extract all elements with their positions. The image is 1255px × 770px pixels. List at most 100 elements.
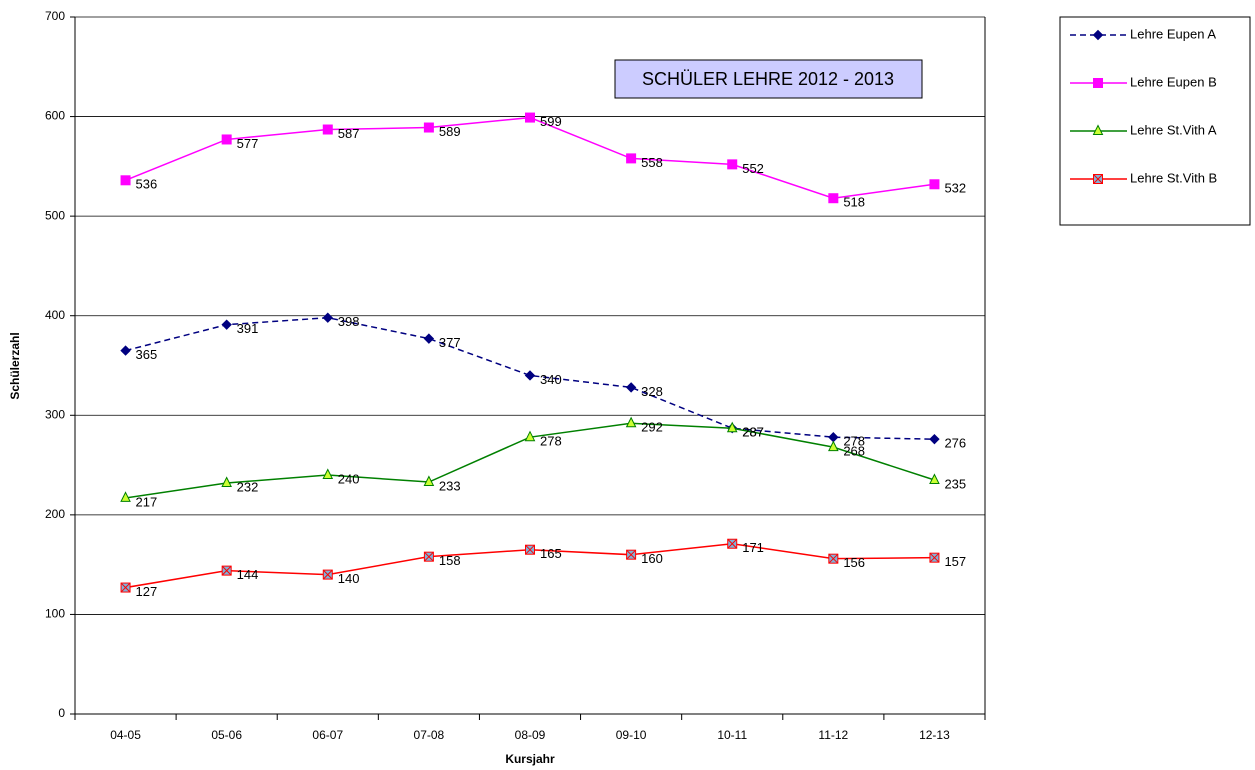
data-label: 599: [540, 114, 562, 129]
x-tick-label: 04-05: [110, 728, 141, 742]
data-label: 328: [641, 384, 663, 399]
data-point: [828, 440, 839, 452]
data-label: 377: [439, 335, 461, 350]
x-tick-label: 08-09: [515, 728, 546, 742]
x-tick-label: 09-10: [616, 728, 647, 742]
data-label: 398: [338, 314, 360, 329]
data-label: 278: [843, 434, 865, 449]
data-label: 158: [439, 553, 461, 568]
data-point: [322, 312, 333, 323]
data-label: 276: [944, 436, 966, 451]
data-point: [524, 370, 536, 381]
legend-label: Lehre Eupen B: [1130, 74, 1217, 89]
data-label: 365: [136, 347, 158, 362]
data-point: [626, 153, 637, 164]
data-point: [423, 122, 434, 133]
data-point: [525, 544, 535, 555]
y-tick-label: 200: [45, 507, 65, 521]
y-tick-label: 0: [58, 706, 65, 720]
legend-marker: [1093, 78, 1103, 88]
data-point: [524, 430, 536, 442]
legend-label: Lehre St.Vith A: [1130, 122, 1217, 137]
data-point: [726, 421, 738, 433]
title-box: [614, 59, 923, 99]
data-point: [423, 551, 434, 562]
marker-part: [929, 552, 940, 563]
y-axis-label: Schülerzahl: [8, 332, 22, 399]
marker-part: [221, 565, 232, 576]
data-label: 127: [136, 584, 158, 599]
data-point: [727, 538, 738, 549]
y-tick-label: 400: [45, 308, 65, 322]
legend-box: [1059, 16, 1251, 226]
x-tick-label: 06-07: [312, 728, 343, 742]
data-label: 292: [641, 420, 663, 435]
data-label: 391: [237, 321, 259, 336]
data-point: [727, 159, 738, 170]
data-point: [929, 552, 940, 563]
y-tick-label: 500: [45, 208, 65, 222]
data-point: [322, 569, 333, 580]
data-point: [525, 112, 535, 123]
data-label: 589: [439, 124, 461, 139]
legend-marker: [1092, 124, 1104, 135]
data-label: 140: [338, 571, 360, 586]
data-label: 587: [338, 126, 360, 141]
legend-label: Lehre Eupen A: [1130, 26, 1216, 41]
data-point: [322, 468, 334, 480]
marker-part: [727, 538, 738, 549]
y-tick-label: 300: [45, 407, 65, 421]
x-tick-label: 11-12: [818, 728, 848, 742]
data-point: [626, 549, 637, 560]
marker-part: [525, 544, 535, 555]
legend-label: Lehre St.Vith B: [1130, 170, 1217, 185]
data-point: [221, 476, 232, 487]
y-tick-label: 700: [45, 9, 65, 23]
data-label: 144: [237, 567, 259, 582]
data-label: 532: [944, 181, 966, 196]
data-point: [221, 565, 232, 576]
data-point: [929, 433, 940, 445]
data-point: [625, 416, 637, 428]
data-label: 240: [338, 471, 360, 486]
data-point: [221, 134, 232, 145]
data-label: 171: [742, 540, 764, 555]
data-label: 552: [742, 161, 764, 176]
marker-part: [1093, 174, 1103, 184]
data-label: 157: [944, 554, 966, 569]
data-label: 160: [641, 551, 663, 566]
data-point: [221, 319, 232, 330]
series-line: [125, 116, 935, 199]
data-label: 518: [843, 195, 865, 210]
marker-part: [828, 553, 839, 564]
x-tick-label: 05-06: [211, 728, 242, 742]
data-point: [120, 491, 131, 502]
data-label: 278: [540, 434, 562, 449]
x-axis-label: Kursjahr: [505, 752, 555, 766]
data-point: [120, 582, 131, 593]
data-point: [423, 475, 435, 486]
data-point: [828, 553, 839, 564]
data-label: 233: [439, 478, 461, 493]
chart-title: SCHÜLER LEHRE 2012 - 2013: [642, 69, 894, 89]
data-point: [929, 179, 940, 190]
marker-part: [626, 549, 636, 560]
marker-part: [424, 551, 434, 562]
x-tick-label: 10-11: [717, 728, 747, 742]
data-label: 232: [237, 479, 259, 494]
data-label: 558: [641, 155, 663, 170]
data-point: [625, 382, 637, 393]
data-label: 165: [540, 546, 562, 561]
data-label: 235: [944, 476, 966, 491]
data-point: [929, 473, 940, 485]
data-label: 577: [237, 136, 259, 151]
data-label: 217: [136, 494, 158, 509]
y-tick-label: 100: [45, 607, 65, 621]
x-tick-label: 12-13: [919, 728, 950, 742]
data-point: [828, 431, 839, 443]
y-tick-label: 600: [45, 109, 65, 123]
data-point: [828, 193, 839, 204]
data-point: [120, 175, 131, 186]
data-point: [120, 345, 131, 356]
